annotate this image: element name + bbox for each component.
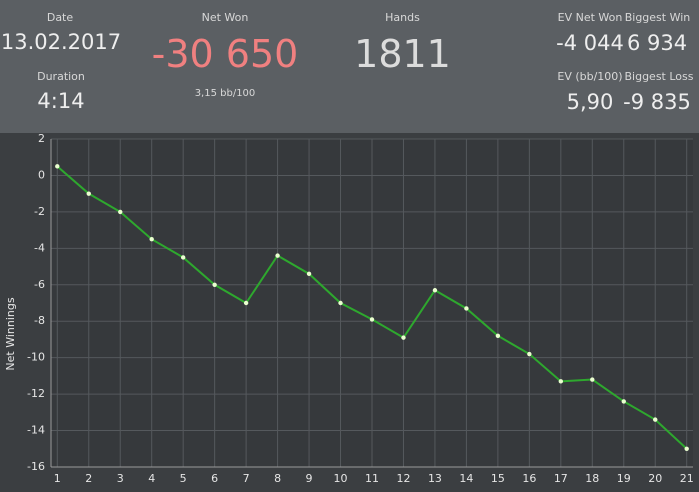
y-tick-label: -4: [34, 241, 45, 254]
point: [590, 377, 595, 382]
value: 4:14: [37, 89, 85, 113]
x-tick-label: 4: [148, 472, 155, 485]
label: Net Won: [201, 11, 249, 24]
x-tick-label: 20: [648, 472, 662, 485]
x-tick-label: 16: [522, 472, 536, 485]
y-tick-label: -8: [34, 314, 45, 327]
y-axis-label: Net Winnings: [4, 297, 17, 370]
x-tick-label: 1: [54, 472, 61, 485]
point: [275, 253, 280, 258]
x-tick-label: 18: [585, 472, 599, 485]
label: EV (bb/100): [557, 70, 623, 83]
label: EV Net Won: [557, 11, 623, 24]
x-tick-label: 15: [491, 472, 505, 485]
label: Duration: [37, 70, 85, 83]
value: 3,15 bb/100: [194, 88, 256, 99]
y-tick-label: -14: [27, 424, 45, 437]
y-tick-label: 0: [38, 168, 45, 181]
x-tick-label: 2: [85, 472, 92, 485]
point: [464, 306, 469, 311]
point: [118, 209, 123, 215]
x-tick-label: 12: [396, 472, 410, 485]
point: [432, 288, 438, 293]
y-tick-label: -6: [34, 278, 45, 291]
y-tick-label: -2: [34, 205, 45, 218]
stats-panel: Date 13.02.2017 Duration 4:14 Net Won -3…: [0, 0, 699, 133]
x-tick-label: 13: [428, 472, 442, 485]
point: [558, 379, 564, 384]
label: Date: [46, 11, 74, 24]
label: Biggest Win: [624, 11, 691, 24]
x-tick-label: 6: [211, 472, 218, 485]
point: [621, 399, 626, 404]
value: 5,90: [566, 90, 614, 114]
value: -30 650: [151, 32, 299, 76]
label: Hands: [385, 11, 420, 24]
point: [243, 300, 249, 306]
point: [653, 417, 658, 422]
x-tick-label: 19: [617, 472, 631, 485]
point: [55, 164, 60, 169]
x-tick-label: 17: [554, 472, 568, 485]
label: Biggest Loss: [624, 70, 694, 83]
point: [401, 335, 406, 340]
x-tick-label: 14: [459, 472, 473, 485]
point: [338, 300, 343, 306]
x-tick-label: 7: [243, 472, 250, 485]
x-tick-label: 5: [180, 472, 187, 485]
y-tick-label: 2: [38, 133, 45, 145]
point: [149, 237, 154, 242]
x-tick-label: 11: [365, 472, 379, 485]
x-tick-label: 9: [306, 472, 313, 485]
value: 6 934: [626, 31, 688, 55]
point: [684, 446, 689, 451]
x-tick-label: 8: [274, 472, 281, 485]
x-tick-label: 21: [680, 472, 694, 485]
y-tick-label: -10: [27, 351, 45, 364]
point: [495, 333, 501, 338]
point: [306, 271, 312, 277]
value: -4 044: [556, 31, 624, 55]
value: -9 835: [623, 90, 691, 114]
y-tick-label: -16: [27, 460, 45, 473]
x-tick-label: 3: [117, 472, 124, 485]
point: [369, 317, 375, 322]
point: [212, 282, 217, 287]
x-tick-label: 10: [334, 472, 348, 485]
point: [527, 351, 532, 357]
y-tick-label: -12: [27, 387, 45, 400]
value: 13.02.2017: [0, 30, 122, 54]
point: [86, 191, 91, 196]
point: [180, 255, 186, 260]
value: 1811: [354, 32, 451, 76]
